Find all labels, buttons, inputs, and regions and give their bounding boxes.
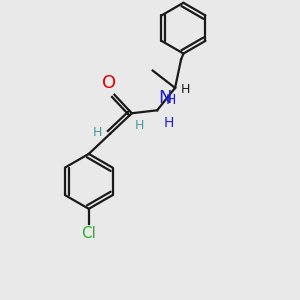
Text: Cl: Cl bbox=[81, 226, 96, 241]
Text: O: O bbox=[102, 74, 116, 92]
Text: H: H bbox=[92, 126, 102, 139]
Text: H: H bbox=[166, 93, 176, 107]
Text: H: H bbox=[135, 118, 144, 132]
Text: H: H bbox=[181, 83, 190, 96]
Text: H: H bbox=[163, 116, 173, 130]
Text: N: N bbox=[158, 89, 171, 107]
